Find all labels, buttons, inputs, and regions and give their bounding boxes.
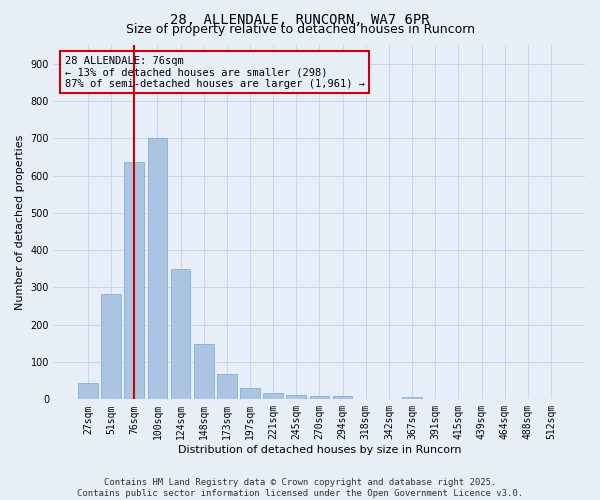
Bar [194, 344, 214, 400]
Bar [310, 396, 329, 400]
Text: Size of property relative to detached houses in Runcorn: Size of property relative to detached ho… [125, 22, 475, 36]
Text: 28 ALLENDALE: 76sqm
← 13% of detached houses are smaller (298)
87% of semi-detac: 28 ALLENDALE: 76sqm ← 13% of detached ho… [65, 56, 365, 89]
Bar [240, 388, 260, 400]
Text: Contains HM Land Registry data © Crown copyright and database right 2025.
Contai: Contains HM Land Registry data © Crown c… [77, 478, 523, 498]
Bar [101, 294, 121, 400]
Bar [217, 374, 236, 400]
Bar [78, 384, 98, 400]
Bar [263, 393, 283, 400]
Bar [124, 162, 144, 400]
Text: 28, ALLENDALE, RUNCORN, WA7 6PR: 28, ALLENDALE, RUNCORN, WA7 6PR [170, 12, 430, 26]
Bar [170, 269, 190, 400]
Bar [148, 138, 167, 400]
Bar [286, 395, 306, 400]
Bar [333, 396, 352, 400]
X-axis label: Distribution of detached houses by size in Runcorn: Distribution of detached houses by size … [178, 445, 461, 455]
Y-axis label: Number of detached properties: Number of detached properties [15, 134, 25, 310]
Bar [402, 396, 422, 400]
